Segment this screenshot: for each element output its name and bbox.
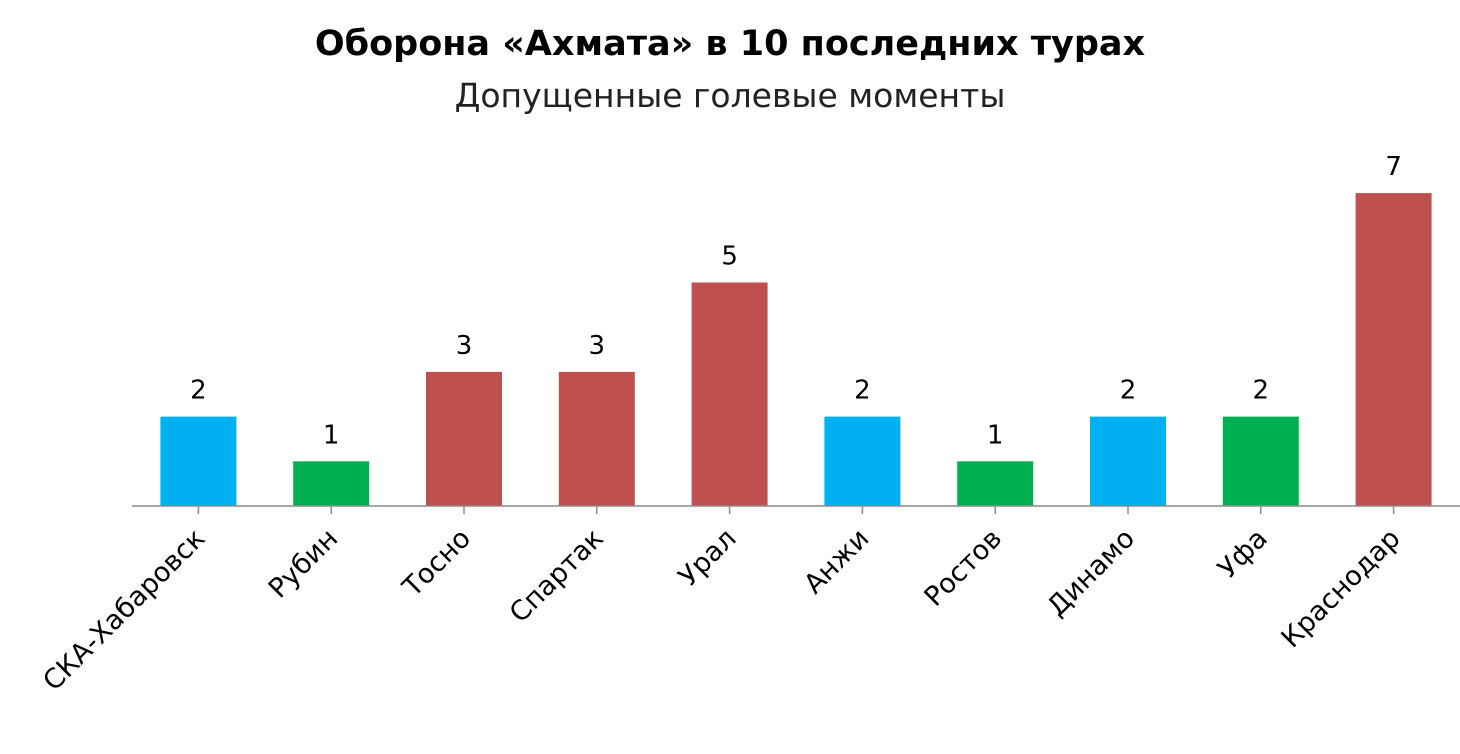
- bar-6: [824, 416, 901, 506]
- bar-7: [957, 461, 1034, 506]
- tick-label-2: Рубин: [263, 523, 344, 604]
- bar-5: [691, 282, 768, 506]
- tick-label-7: Ростов: [918, 523, 1008, 613]
- tick-label-9: Уфа: [1212, 523, 1274, 585]
- tick-label-5: Урал: [673, 523, 743, 593]
- value-label-7: 1: [987, 420, 1004, 450]
- bar-9: [1222, 416, 1299, 506]
- value-labels-group: 2 1 3 3 5 2 1 2 2 7: [190, 152, 1402, 450]
- value-label-4: 3: [589, 331, 606, 361]
- tick-labels-group: СКА-Хабаровск Рубин Тосно Спартак Урал Анжи Ро…: [37, 523, 1406, 697]
- tick-label-1: СКА-Хабаровск: [37, 523, 211, 697]
- bar-3: [426, 371, 502, 506]
- value-label-9: 2: [1253, 376, 1270, 406]
- value-label-8: 2: [1120, 376, 1137, 406]
- value-label-10: 7: [1385, 152, 1402, 182]
- tick-label-6: Анжи: [798, 523, 875, 600]
- x-axis: [132, 505, 1460, 514]
- chart-subtitle: Допущенные голевые моменты: [454, 76, 1006, 115]
- tick-label-4: Спартак: [504, 523, 610, 629]
- bar-1: [160, 416, 237, 506]
- value-label-5: 5: [721, 242, 738, 272]
- bar-10: [1355, 193, 1432, 506]
- bar-8: [1090, 416, 1166, 506]
- bars-group: [160, 193, 1432, 506]
- bar-2: [293, 461, 370, 506]
- value-label-1: 2: [190, 376, 207, 406]
- value-label-2: 1: [323, 420, 340, 450]
- chart-title: Оборона «Ахмата» в 10 последних турах: [314, 24, 1146, 64]
- bar-4: [558, 371, 635, 506]
- tick-label-3: Тосно: [396, 523, 477, 604]
- tick-label-8: Динамо: [1041, 523, 1141, 623]
- tick-label-10: Краснодар: [1276, 523, 1407, 654]
- value-label-3: 3: [456, 331, 473, 361]
- value-label-6: 2: [854, 376, 871, 406]
